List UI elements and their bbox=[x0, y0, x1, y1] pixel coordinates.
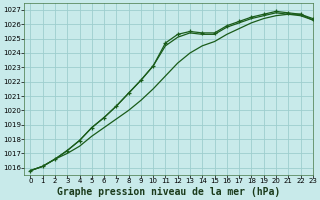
X-axis label: Graphe pression niveau de la mer (hPa): Graphe pression niveau de la mer (hPa) bbox=[57, 187, 280, 197]
